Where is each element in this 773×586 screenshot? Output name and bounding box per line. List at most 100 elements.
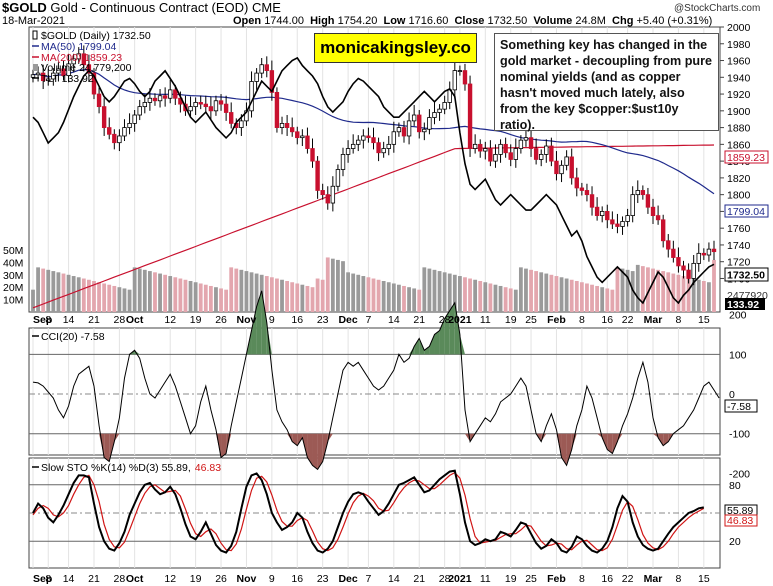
x-tick-label: 16	[601, 314, 613, 326]
candle-body	[152, 97, 158, 102]
candle-body	[518, 139, 524, 149]
legend-item-gold: $GOLD (Daily) 1732.50	[32, 30, 151, 42]
header-open-label: Open	[233, 15, 262, 27]
cci-positive-fill	[454, 302, 460, 355]
volume-bar	[305, 285, 310, 312]
candle-body	[686, 269, 691, 279]
price-candles	[30, 45, 717, 286]
volume-bar	[646, 267, 650, 312]
candle-body	[645, 194, 651, 208]
candle-body	[569, 156, 574, 179]
candle-body	[366, 135, 371, 139]
cci-fill-areas	[99, 290, 674, 470]
tag-ma50-text: 1799.04	[727, 206, 765, 218]
cci-tick-label: 100	[729, 349, 747, 361]
volume-bar	[620, 268, 625, 312]
header-name: Gold - Continuous Contract (EOD)	[50, 0, 249, 15]
candle-body	[635, 190, 640, 196]
volume-bar	[590, 284, 594, 312]
volume-bar	[122, 288, 127, 312]
volume-bar	[295, 283, 300, 312]
volume-bar	[437, 271, 442, 312]
header-open: 1744.00	[264, 15, 304, 27]
header-high: 1754.20	[337, 15, 378, 27]
sto-y-axis: 80 20	[729, 480, 741, 548]
x-tick-label: 2021	[448, 573, 472, 585]
y-tick-label: 2000	[727, 22, 751, 34]
candle-body	[691, 262, 696, 279]
x-tick-label: 14	[63, 314, 75, 326]
volume-bar	[498, 285, 503, 312]
candle-body	[605, 211, 610, 221]
y-tick-label: 1920	[727, 89, 751, 101]
candle-body	[361, 135, 366, 141]
tag-ma200-text: 1859.23	[727, 152, 765, 164]
candle-body	[640, 190, 646, 196]
cci-negative-fill	[322, 433, 328, 462]
volume-bar	[412, 288, 417, 312]
volume-bar	[559, 277, 564, 312]
volume-bar	[503, 287, 508, 312]
candle-body	[305, 135, 310, 149]
volume-bar	[31, 289, 35, 312]
x-tick-label: 14	[388, 573, 400, 585]
cci-positive-fill	[434, 330, 440, 355]
volume-bar	[168, 276, 173, 312]
header-chg-label: Chg	[612, 15, 634, 27]
x-tick-label: 16	[291, 314, 303, 326]
header-volume-label: Volume	[533, 15, 573, 27]
candle-body	[335, 169, 341, 187]
x-tick-label: 16	[601, 573, 613, 585]
candle-body	[117, 135, 122, 144]
x-tick-label: 22	[622, 573, 634, 585]
candle-body	[498, 143, 503, 155]
volume-bar	[244, 271, 249, 312]
candle-body	[422, 128, 427, 133]
volume-bar	[264, 276, 269, 312]
volume-bar	[432, 269, 437, 312]
volume-bar	[87, 279, 91, 312]
volume-bar	[452, 274, 457, 312]
candle-body	[122, 127, 127, 137]
volume-bar	[183, 279, 188, 312]
candle-body	[493, 154, 498, 162]
x-tick-label: 8	[676, 573, 682, 585]
volume-bar	[468, 278, 472, 312]
volume-bar	[269, 277, 274, 312]
x-tick-label: 12	[164, 314, 176, 326]
volume-bar	[691, 278, 696, 312]
candle-body	[508, 152, 513, 160]
candle-body	[579, 187, 585, 191]
volume-bar	[71, 276, 76, 312]
candle-body	[315, 160, 320, 191]
volume-bar	[41, 268, 46, 312]
header-chg: +5.40 (+0.31%)	[636, 15, 713, 27]
volume-bar	[254, 273, 259, 312]
x-tick-label: Sep	[33, 573, 52, 585]
cci-positive-fill	[414, 338, 420, 355]
legend-sto-text: Slow STO %K(14) %D(3) 55.89, 46.83	[41, 462, 221, 474]
volume-bar	[518, 267, 523, 312]
candle-body	[483, 148, 488, 152]
volume-bar	[249, 272, 254, 312]
header-close-label: Close	[454, 15, 485, 27]
volume-bar	[107, 284, 112, 312]
candle-body	[66, 63, 71, 77]
cci-negative-fill	[221, 433, 227, 458]
volume-bar	[280, 279, 284, 312]
tag-cci: -7.58	[724, 399, 758, 413]
volume-bar	[208, 285, 213, 312]
cci-negative-fill	[297, 433, 303, 446]
candle-body	[168, 89, 173, 99]
tag-sto-k-text: 55.89	[727, 505, 753, 517]
legend-ma50-text: MA(50) 1799.04	[41, 41, 116, 53]
cci-negative-fill	[663, 433, 669, 446]
candle-body	[300, 135, 305, 139]
x-tick-label: 8	[579, 314, 585, 326]
volume-bar	[81, 278, 86, 312]
candle-body	[51, 72, 56, 80]
candle-body	[625, 215, 630, 222]
legend-sto-main: Slow STO %K(14) %D(3) 55.89,	[41, 462, 191, 474]
volume-bar	[488, 283, 493, 312]
x-tick-label: 8	[676, 314, 682, 326]
